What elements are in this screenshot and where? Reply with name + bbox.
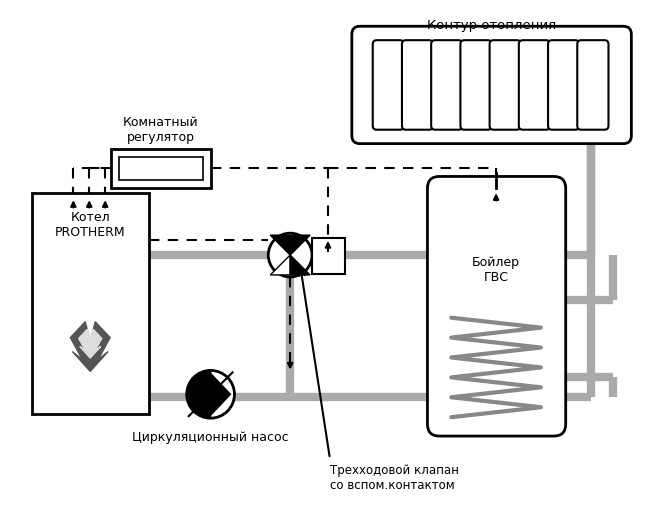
FancyBboxPatch shape xyxy=(373,40,404,130)
Polygon shape xyxy=(270,255,290,275)
Bar xyxy=(111,149,211,189)
Bar xyxy=(119,157,203,180)
Bar xyxy=(32,193,149,414)
FancyBboxPatch shape xyxy=(519,40,550,130)
FancyBboxPatch shape xyxy=(548,40,579,130)
FancyBboxPatch shape xyxy=(402,40,433,130)
Text: Комнатный
регулятор: Комнатный регулятор xyxy=(123,116,199,144)
Bar xyxy=(312,238,345,274)
Polygon shape xyxy=(188,372,211,417)
FancyBboxPatch shape xyxy=(461,40,492,130)
Polygon shape xyxy=(79,329,102,358)
FancyBboxPatch shape xyxy=(428,177,566,436)
Polygon shape xyxy=(70,322,110,372)
Polygon shape xyxy=(290,255,310,275)
FancyBboxPatch shape xyxy=(490,40,521,130)
Text: Циркуляционный насос: Циркуляционный насос xyxy=(132,431,289,444)
Text: Контур отопления: Контур отопления xyxy=(427,19,556,32)
Circle shape xyxy=(268,233,312,277)
Text: Трехходовой клапан
со вспом.контактом: Трехходовой клапан со вспом.контактом xyxy=(330,464,459,492)
FancyBboxPatch shape xyxy=(352,26,631,144)
Polygon shape xyxy=(290,235,310,255)
FancyBboxPatch shape xyxy=(578,40,609,130)
Text: Бойлер
ГВС: Бойлер ГВС xyxy=(472,256,520,284)
Text: Котел
PROTHERM: Котел PROTHERM xyxy=(55,211,125,239)
Polygon shape xyxy=(270,235,290,255)
Polygon shape xyxy=(211,374,231,415)
Circle shape xyxy=(187,370,234,418)
FancyBboxPatch shape xyxy=(431,40,463,130)
